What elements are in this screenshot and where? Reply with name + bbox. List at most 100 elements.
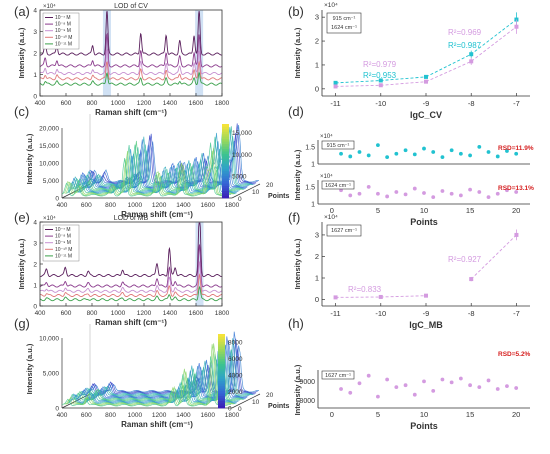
colorbar-segment (218, 348, 225, 352)
colorbar-tick-label: 2000 (228, 389, 243, 396)
chart-d1: 1 1.5 ×10⁴ 915 cm⁻¹ RSD=11.9% (305, 133, 534, 169)
data-point (468, 187, 472, 192)
highlight-band (102, 10, 111, 96)
y-tick-label: 2 (315, 37, 319, 46)
data-point (333, 295, 338, 300)
y-tick-label: 2 (33, 51, 37, 58)
legend-label: 1624 cm⁻¹ (331, 25, 357, 31)
x-tick-label: 600 (61, 100, 72, 107)
colorbar-segment (218, 336, 225, 340)
data-point (412, 186, 417, 191)
data-point (412, 392, 417, 397)
x-tick-label: 15 (466, 206, 474, 215)
y-axis-label: Intensity (a.u.) (293, 364, 302, 415)
chart-h: 8000 9000 0 5 10 15 20 Points 1627 cm⁻¹ RSD=5.2% (299, 351, 530, 431)
x-tick-label: -7 (513, 309, 520, 318)
x-tick-label: 1200 (137, 100, 152, 107)
colorbar-segment (218, 380, 225, 384)
y-tick-label: 3 (315, 230, 319, 239)
colorbar-segment (218, 403, 225, 406)
legend-label: 10⁻¹⁰ M (55, 247, 72, 253)
data-point (469, 59, 474, 64)
x-tick-label: 1200 (152, 202, 167, 209)
y-tick-label: 4 (33, 220, 37, 227)
legend-label: 10⁻⁷ M (55, 15, 71, 21)
data-point (394, 151, 399, 156)
data-point (333, 84, 338, 89)
data-point (333, 80, 338, 85)
legend-label: 915 cm⁻¹ (327, 143, 350, 149)
colorbar-segment (222, 146, 229, 150)
colorbar-segment (218, 351, 225, 355)
y-tick-label: 1 (315, 60, 319, 69)
y-tick-label: 1 (33, 72, 37, 79)
x-tick-label: 5 (376, 206, 380, 215)
colorbar-segment (222, 124, 229, 127)
waterfall-trace (67, 359, 237, 404)
y-tick-label: 5,000 (43, 371, 60, 378)
x-tick-label: 1400 (163, 310, 178, 317)
y-tick-label: 10,000 (39, 336, 59, 343)
y-tick-label: 15,000 (39, 143, 59, 150)
data-point (514, 151, 519, 156)
y-exponent: ×10⁴ (43, 3, 56, 10)
data-point (486, 150, 491, 154)
colorbar-segment (222, 161, 229, 164)
chart-title: LOD of CV (114, 3, 148, 10)
rsd-label: RSD=5.2% (498, 351, 531, 358)
data-point (378, 78, 383, 83)
x-tick-label: 1000 (111, 100, 126, 107)
r-squared-label: R²=0.953 (363, 71, 397, 80)
colorbar-segment (222, 158, 229, 162)
colorbar-segment (222, 153, 229, 157)
data-point (449, 380, 454, 385)
legend-box (321, 180, 355, 190)
colorbar-segment (218, 356, 225, 360)
x-axis-label: Raman shift (cm⁻¹) (121, 210, 193, 219)
colorbar-segment (222, 190, 229, 194)
x-tick-label: 400 (57, 202, 68, 209)
waterfall-trace (64, 343, 235, 405)
chart-title: LOD of MB (114, 215, 149, 222)
colorbar-segment (222, 185, 229, 189)
data-point (422, 146, 426, 151)
x-tick-label: 1800 (215, 100, 230, 107)
x-tick-label: -8 (468, 99, 475, 108)
data-point (458, 376, 463, 381)
data-point (366, 373, 371, 378)
colorbar-segment (222, 170, 229, 174)
colorbar-segment (218, 378, 225, 382)
y-tick-label: 1 (33, 283, 37, 290)
waterfall-trace (69, 351, 239, 403)
legend-label: 10⁻⁸ M (55, 234, 71, 240)
y-axis-label: Intensity (a.u.) (293, 238, 302, 289)
colorbar-segment (222, 141, 229, 145)
y-tick-label: 2 (315, 252, 319, 261)
y-tick-label: 1.5 (305, 144, 315, 151)
chart-e: 400 600 800 1000 1200 1400 1600 1800 0 1 2 3 4 ×10⁴ LO… (17, 215, 230, 327)
depth-tick-label: 20 (266, 182, 274, 189)
x-tick-label: 1400 (163, 100, 178, 107)
spectrum-line (40, 222, 222, 278)
data-point (514, 386, 519, 390)
y-tick-label: 3 (33, 29, 37, 36)
colorbar-segment (222, 175, 229, 179)
x-tick-label: 1000 (128, 412, 143, 419)
colorbar-tick-label: 5000 (232, 174, 247, 181)
panel-label: (a) (14, 4, 30, 19)
colorbar-segment (222, 128, 229, 132)
depth-tick-label: 0 (238, 196, 242, 203)
y-tick-label: 10,000 (39, 161, 59, 168)
data-point (440, 155, 445, 160)
spectrum-line (39, 244, 222, 288)
x-tick-label: -10 (375, 309, 386, 318)
waterfall-trace (70, 340, 240, 402)
rsd-label: RSD=13.1% (498, 185, 534, 192)
data-point (424, 74, 428, 79)
data-point (403, 192, 408, 197)
data-point (431, 195, 436, 200)
waterfall-trace (66, 136, 236, 195)
legend-label: 10⁻⁷ M (55, 227, 71, 233)
x-tick-label: 400 (35, 100, 46, 107)
